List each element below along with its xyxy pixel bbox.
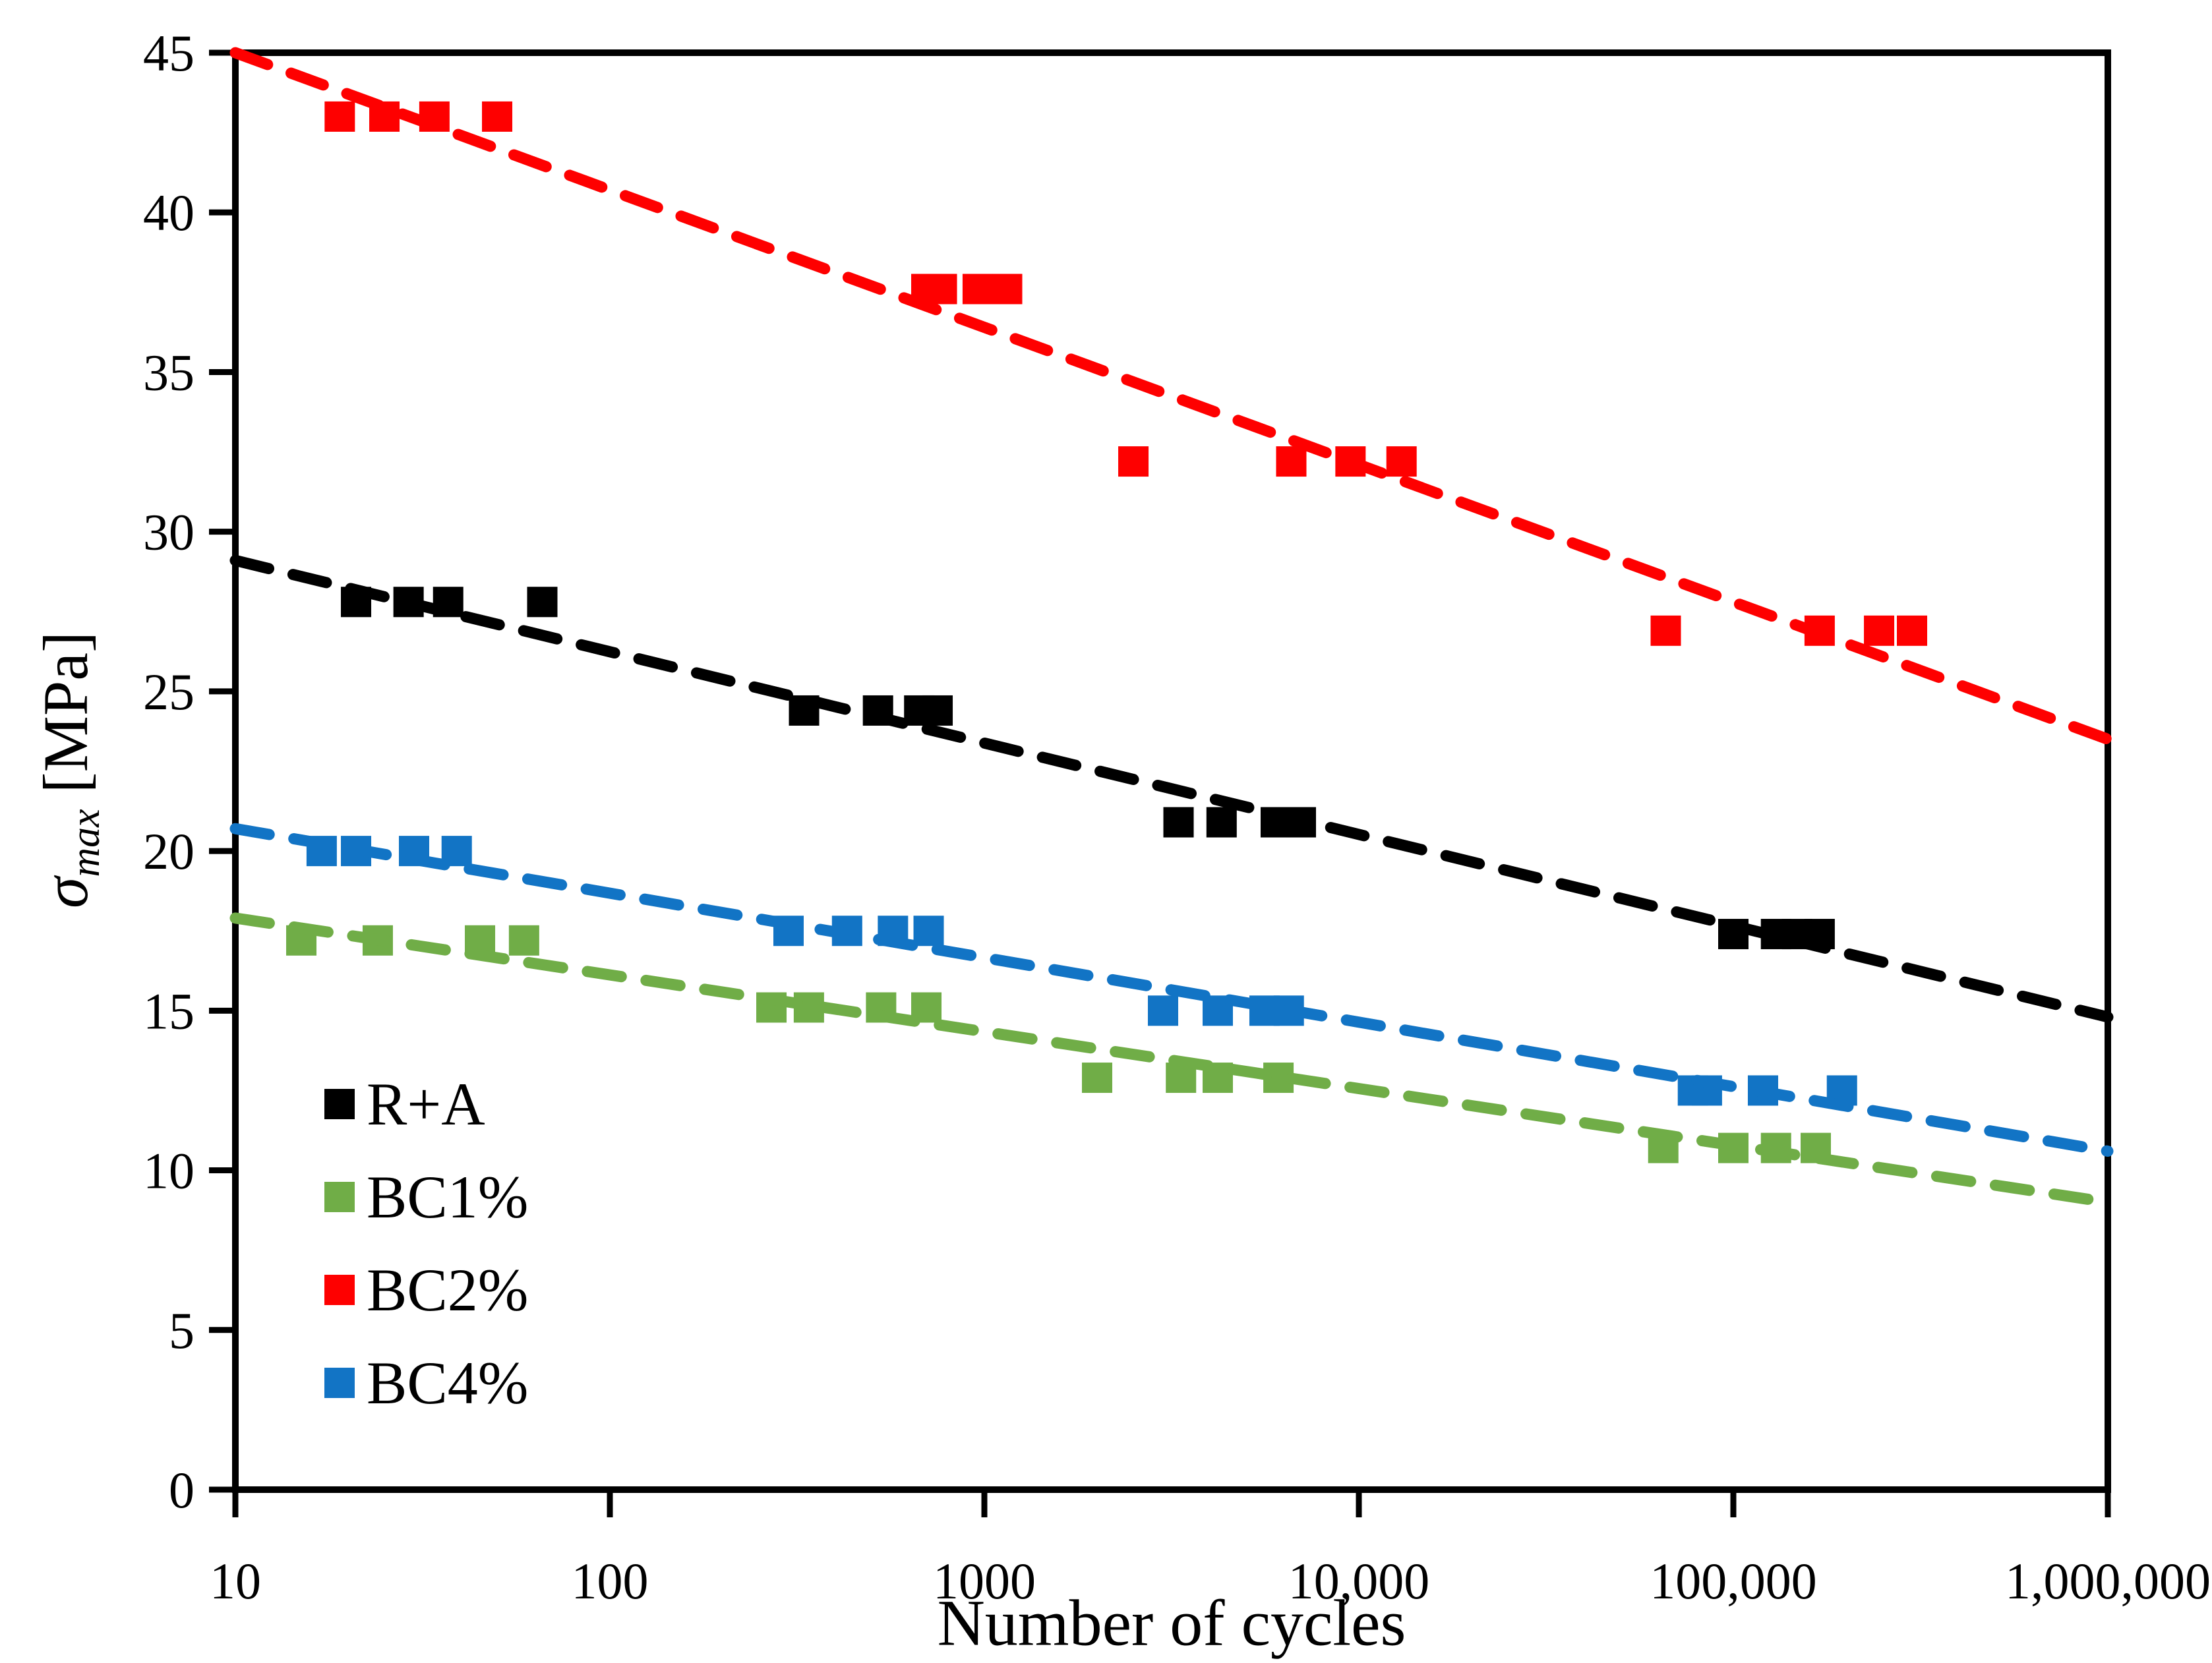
- x-tick-label: 1000: [933, 1552, 1036, 1610]
- x-tick-label: 100,000: [1650, 1552, 1817, 1610]
- x-axis-title: Number of cycles: [937, 1586, 1406, 1660]
- legend-label: BC2%: [367, 1256, 529, 1324]
- y-tick-label: 40: [143, 184, 194, 241]
- legend-item-ra: R+A: [324, 1057, 528, 1150]
- y-tick-label: 25: [143, 663, 194, 720]
- x-tick-label: 100: [572, 1552, 649, 1610]
- legend-item-bc2: BC2%: [324, 1243, 528, 1336]
- x-tick-label: 10: [210, 1552, 261, 1610]
- data-point-bc1: [1081, 1063, 1112, 1094]
- y-axis-unit: [MPa]: [30, 631, 101, 809]
- data-point-bc1: [508, 925, 539, 956]
- trendline-bc1: [229, 912, 2114, 1208]
- y-tick-label: 0: [169, 1461, 194, 1519]
- data-point-ra: [1206, 807, 1237, 838]
- data-point-bc4: [1148, 995, 1179, 1026]
- y-tick-label: 20: [143, 823, 194, 880]
- y-tick-label: 5: [169, 1302, 194, 1359]
- legend-item-bc4: BC4%: [324, 1336, 528, 1429]
- x-tick-label: 10,000: [1288, 1552, 1430, 1610]
- y-axis-title: σmax [MPa]: [29, 631, 109, 908]
- data-point-bc2: [1650, 615, 1681, 646]
- data-point-bc2: [1386, 446, 1417, 477]
- y-axis-sigma-symbol: σ: [30, 877, 101, 908]
- legend-marker-icon: [324, 1088, 355, 1119]
- legend-marker-icon: [324, 1181, 355, 1212]
- trendline-bc4: [229, 823, 2114, 1157]
- data-point-ra: [527, 587, 558, 618]
- plot-border: [232, 49, 2111, 1493]
- legend: R+A BC1% BC2% BC4%: [324, 1057, 528, 1429]
- data-point-bc2: [1897, 615, 1928, 646]
- y-tick-label: 10: [143, 1142, 194, 1200]
- data-point-ra: [922, 695, 953, 726]
- trendline-bc2: [229, 47, 2114, 745]
- data-point-ra: [1163, 807, 1194, 838]
- y-tick-label: 30: [143, 504, 194, 561]
- data-point-bc2: [1864, 615, 1895, 646]
- data-point-bc2: [482, 101, 513, 132]
- legend-marker-icon: [324, 1367, 355, 1398]
- y-tick-label: 45: [143, 24, 194, 82]
- y-tick-label: 35: [143, 343, 194, 401]
- data-point-bc2: [1118, 446, 1149, 477]
- data-point-bc2: [324, 101, 355, 132]
- legend-item-bc1: BC1%: [324, 1150, 528, 1243]
- data-point-bc2: [962, 274, 993, 305]
- y-axis-sigma-subscript: max: [63, 809, 108, 877]
- legend-marker-icon: [324, 1274, 355, 1305]
- trendline-ra: [229, 554, 2114, 1023]
- legend-label: BC1%: [367, 1163, 529, 1231]
- data-point-bc2: [926, 274, 957, 305]
- data-point-bc2: [1276, 446, 1307, 477]
- y-tick-label: 15: [143, 982, 194, 1039]
- x-tick-label: 1,000,000: [2005, 1552, 2211, 1610]
- data-point-bc2: [992, 274, 1023, 305]
- data-point-bc4: [913, 916, 944, 947]
- legend-label: R+A: [367, 1070, 485, 1138]
- legend-label: BC4%: [367, 1349, 529, 1416]
